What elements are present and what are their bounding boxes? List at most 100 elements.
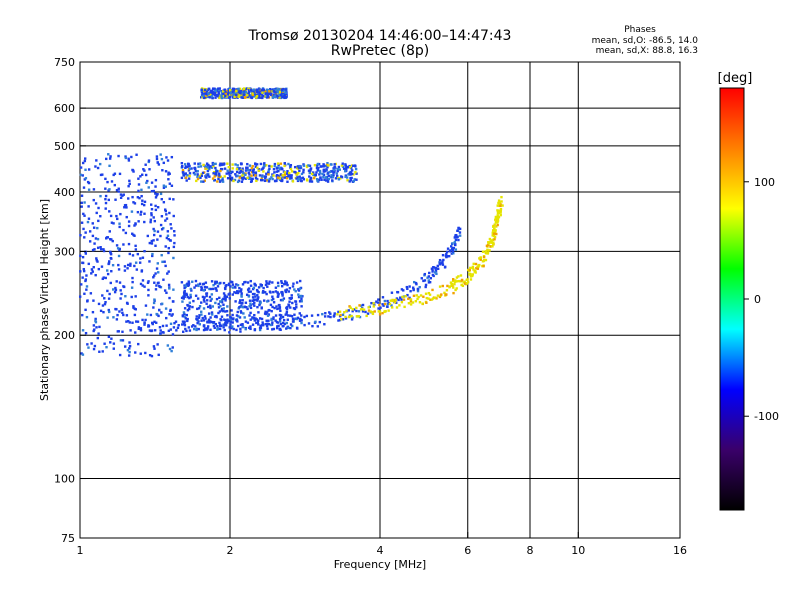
echo-point-o <box>228 331 231 334</box>
echo-point-upper-echo <box>280 88 284 91</box>
echo-point-f-spread-upper <box>182 296 185 299</box>
echo-point-f-spread-upper <box>194 279 198 283</box>
echo-point-o <box>272 317 275 321</box>
echo-point-multiple-echo <box>196 170 199 173</box>
echo-point-o <box>433 271 437 274</box>
echo-point-multiple-echo <box>255 179 258 183</box>
echo-point-f-spread-upper <box>279 309 282 312</box>
echo-point-x <box>402 298 406 301</box>
echo-point-upper-echo <box>238 94 241 97</box>
echo-point-multiple-echo <box>241 170 244 173</box>
echo-point-f-spread-upper <box>210 293 214 296</box>
echo-point-x <box>434 296 437 299</box>
echo-point-upper-echo <box>257 94 261 97</box>
echo-point-f-spread <box>93 328 96 331</box>
echo-point-multiple-echo <box>231 170 234 174</box>
echo-point-multiple-echo <box>295 177 298 180</box>
echo-point-f-spread <box>158 285 162 289</box>
echo-point-f-spread-upper <box>269 303 273 307</box>
echo-point-upper-echo <box>255 90 259 94</box>
echo-point-f-spread-upper <box>198 314 201 317</box>
echo-point-f-spread-upper <box>282 321 285 325</box>
echo-point-upper-echo <box>249 94 252 97</box>
echo-point-multiple-echo <box>258 174 262 177</box>
echo-point-multiple-echo <box>268 167 271 171</box>
echo-point-f-spread <box>133 224 136 227</box>
echo-point-f-spread <box>96 260 99 263</box>
echo-point-f-spread-upper <box>279 328 282 332</box>
echo-point-o <box>424 283 428 287</box>
echo-point-multiple-echo <box>275 179 278 183</box>
echo-point-f-spread-upper <box>236 284 240 287</box>
echo-point-f-spread <box>97 332 100 335</box>
echo-point-upper-echo <box>253 94 256 98</box>
x-axis-label: Frequency [MHz] <box>334 558 426 571</box>
echo-point-f-spread <box>111 239 114 243</box>
echo-point-x <box>441 284 444 288</box>
echo-point-multiple-echo <box>223 175 226 178</box>
echo-point-f-spread-upper <box>223 323 227 326</box>
echo-point-x <box>491 245 494 248</box>
echo-point-f-spread <box>136 252 140 256</box>
echo-point-o <box>436 264 439 268</box>
echo-point-o <box>148 329 152 332</box>
echo-point-multiple-echo <box>265 172 268 175</box>
echo-point-multiple-echo <box>300 172 304 176</box>
echo-point-o <box>458 227 462 231</box>
echo-point-f-spread <box>84 279 87 283</box>
echo-point-upper-echo <box>277 95 280 98</box>
echo-point-upper-echo <box>221 92 224 96</box>
echo-point-f-spread <box>107 310 111 314</box>
echo-point-f-spread-upper <box>200 313 203 316</box>
echo-point-upper-echo <box>207 87 210 91</box>
echo-point-f-spread-upper <box>202 298 206 301</box>
echo-point-x <box>454 288 457 292</box>
echo-point-x <box>499 207 503 211</box>
echo-point-f-spread <box>79 173 83 177</box>
echo-point-multiple-echo <box>288 174 292 177</box>
echo-point-x <box>468 268 471 272</box>
echo-point-o <box>338 318 342 322</box>
echo-point-f-spread-upper <box>225 324 228 327</box>
echo-point-x <box>472 268 475 271</box>
echo-point-o <box>136 320 140 323</box>
echo-point-f-spread <box>114 307 117 311</box>
echo-point-upper-echo <box>271 90 274 93</box>
echo-point-f-spread <box>150 242 154 245</box>
echo-point-multiple-echo <box>302 178 306 181</box>
echo-point-f-spread-upper <box>298 295 302 298</box>
echo-point-f-spread <box>104 194 108 198</box>
echo-point-f-spread-upper <box>291 285 295 288</box>
echo-point-f-spread <box>156 161 159 164</box>
echo-point-f-spread <box>102 276 105 279</box>
echo-point-o <box>347 309 350 312</box>
echo-point-x <box>415 294 418 297</box>
echo-point-multiple-echo <box>291 180 295 183</box>
echo-point-multiple-echo <box>234 173 237 176</box>
echo-point-x <box>448 285 452 288</box>
chart-subtitle: RwPretec (8p) <box>331 43 429 59</box>
echo-point-f-spread <box>160 197 163 201</box>
echo-point-multiple-echo <box>248 173 251 176</box>
echo-point-x <box>418 301 422 304</box>
echo-point-multiple-echo <box>248 164 252 167</box>
echo-point-multiple-echo <box>185 179 188 182</box>
echo-point-f-spread-upper <box>249 311 252 315</box>
echo-point-o <box>431 268 434 272</box>
echo-point-multiple-echo <box>283 173 287 176</box>
echo-point-o <box>155 321 158 324</box>
x-tick-label: 6 <box>464 544 471 557</box>
echo-point-f-spread-upper <box>261 321 264 324</box>
echo-point-f-spread-upper <box>265 319 268 322</box>
echo-point-multiple-echo <box>352 179 356 183</box>
echo-point-o <box>445 252 448 256</box>
echo-point-upper-echo <box>234 93 238 97</box>
echo-point-f-spread <box>167 283 171 287</box>
echo-point-f-spread <box>156 230 160 233</box>
echo-point-upper-echo <box>202 96 206 100</box>
echo-point-o <box>282 318 286 322</box>
echo-point-f-spread <box>173 241 176 245</box>
echo-point-f-spread <box>152 306 155 309</box>
echo-point-f-spread <box>105 237 108 240</box>
echo-point-o <box>415 282 418 286</box>
